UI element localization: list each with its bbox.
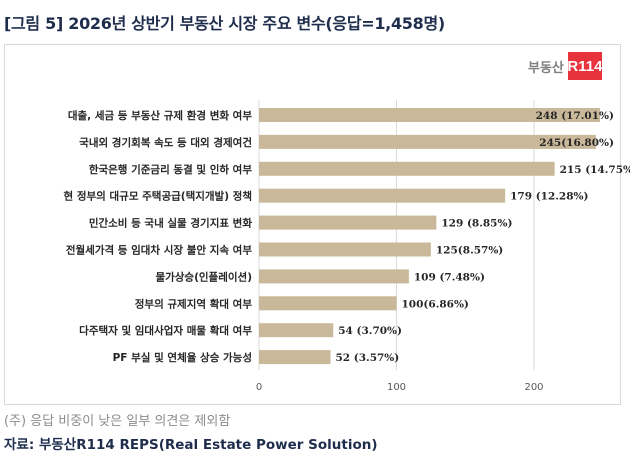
data-label: 129 (8.85%) — [441, 218, 512, 230]
category-label: 물가상승(인플레이션) — [155, 270, 252, 283]
category-label: 정부의 규제지역 확대 여부 — [135, 297, 253, 310]
data-label: 100(6.86%) — [402, 298, 469, 310]
logo-badge: R114 — [567, 52, 602, 80]
category-label: 국내외 경기회복 속도 등 대외 경제여건 — [79, 136, 252, 149]
bar — [259, 188, 506, 203]
bar — [259, 350, 331, 365]
bar — [259, 323, 334, 338]
x-tick-label: 200 — [524, 382, 543, 393]
r114-logo: 부동산 R114 — [528, 52, 602, 80]
data-label: 52 (3.57%) — [336, 352, 400, 364]
category-label: 현 정부의 대규모 주택공급(택지개발) 정책 — [64, 190, 252, 203]
data-label: 54 (3.70%) — [338, 325, 402, 337]
data-label: 215 (14.75%) — [560, 164, 630, 176]
bar — [259, 108, 600, 122]
x-tick-label: 100 — [387, 382, 406, 393]
category-label: 다주택자 및 임대사업자 매물 확대 여부 — [79, 324, 252, 337]
bar — [259, 161, 555, 176]
logo-text: 부동산 — [528, 60, 564, 76]
category-label: 전월세가격 등 임대차 시장 불안 지속 여부 — [66, 244, 252, 257]
category-label: PF 부실 및 연체율 상승 가능성 — [113, 351, 252, 364]
x-tick-label: 0 — [256, 382, 262, 393]
chart-frame — [4, 44, 621, 405]
chart-title: [그림 5] 2026년 상반기 부동산 시장 주요 변수(응답=1,458명) — [4, 14, 445, 33]
bar — [259, 215, 437, 230]
category-label: 한국은행 기준금리 동결 및 인하 여부 — [89, 163, 253, 176]
footnote: (주) 응답 비중이 낮은 일부 의견은 제외함 — [4, 414, 231, 429]
bar — [259, 296, 397, 311]
category-label: 민간소비 등 국내 실물 경기지표 변화 — [89, 217, 253, 230]
data-label: 248 (17.01%) — [536, 110, 614, 122]
bar — [259, 269, 409, 284]
category-label: 대출, 세금 등 부동산 규제 환경 변화 여부 — [68, 109, 252, 122]
data-label: 109 (7.48%) — [414, 271, 485, 283]
data-label: 245(16.80%) — [539, 137, 614, 149]
bar — [259, 242, 431, 257]
data-label: 179 (12.28%) — [510, 191, 588, 203]
source-line: 자료: 부동산R114 REPS(Real Estate Power Solut… — [4, 437, 378, 453]
bar — [259, 134, 596, 149]
data-label: 125(8.57%) — [436, 245, 503, 257]
